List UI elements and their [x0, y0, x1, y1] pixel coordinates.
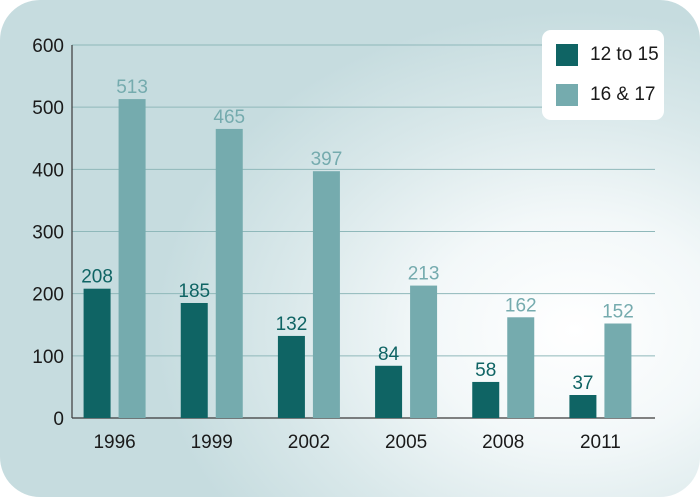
legend-item-series-2: 16 & 17 [556, 82, 656, 108]
bar-series-2 [507, 317, 535, 418]
data-label-series-1: 58 [475, 360, 496, 381]
bar-series-2 [118, 99, 146, 419]
bar-series-1 [180, 302, 208, 418]
legend-label-series-1: 12 to 15 [590, 44, 659, 65]
legend-swatch-series-1 [556, 44, 578, 66]
y-tick-label: 500 [32, 98, 64, 119]
bar-series-1 [569, 394, 597, 418]
y-tick-label: 100 [32, 347, 64, 368]
data-label-series-2: 397 [311, 149, 343, 170]
bar-series-1 [277, 335, 305, 418]
x-tick-label: 1999 [191, 432, 233, 453]
data-label-series-2: 465 [213, 107, 245, 128]
legend-label-series-2: 16 & 17 [590, 84, 656, 105]
y-tick-label: 300 [32, 223, 64, 244]
bar-series-2 [604, 323, 632, 418]
data-label-series-2: 513 [116, 77, 148, 98]
x-tick-label: 2011 [580, 432, 621, 453]
y-tick-label: 200 [32, 285, 64, 306]
data-label-series-2: 152 [602, 302, 634, 323]
data-label-series-1: 185 [178, 281, 210, 302]
y-tick-label: 600 [32, 36, 64, 57]
legend: 12 to 15 16 & 17 [542, 30, 664, 120]
x-tick-label: 2005 [385, 432, 427, 453]
data-label-series-2: 162 [505, 295, 537, 316]
legend-item-series-1: 12 to 15 [556, 42, 659, 68]
data-label-series-2: 213 [408, 264, 440, 285]
data-label-series-1: 37 [572, 373, 593, 394]
data-label-series-1: 84 [378, 344, 400, 365]
bar-series-2 [312, 171, 340, 418]
bar-series-2 [410, 285, 438, 418]
y-tick-label: 0 [53, 409, 64, 430]
bar-series-1 [375, 365, 403, 418]
y-tick-label: 400 [32, 160, 64, 181]
x-tick-label: 2002 [288, 432, 330, 453]
x-tick-label: 2008 [482, 432, 524, 453]
legend-swatch-series-2 [556, 84, 578, 106]
x-tick-label: 1996 [93, 432, 135, 453]
bar-series-1 [83, 288, 111, 418]
data-label-series-1: 208 [81, 267, 113, 288]
data-label-series-1: 132 [276, 314, 308, 335]
bar-series-2 [215, 128, 243, 419]
bar-series-1 [472, 381, 500, 418]
